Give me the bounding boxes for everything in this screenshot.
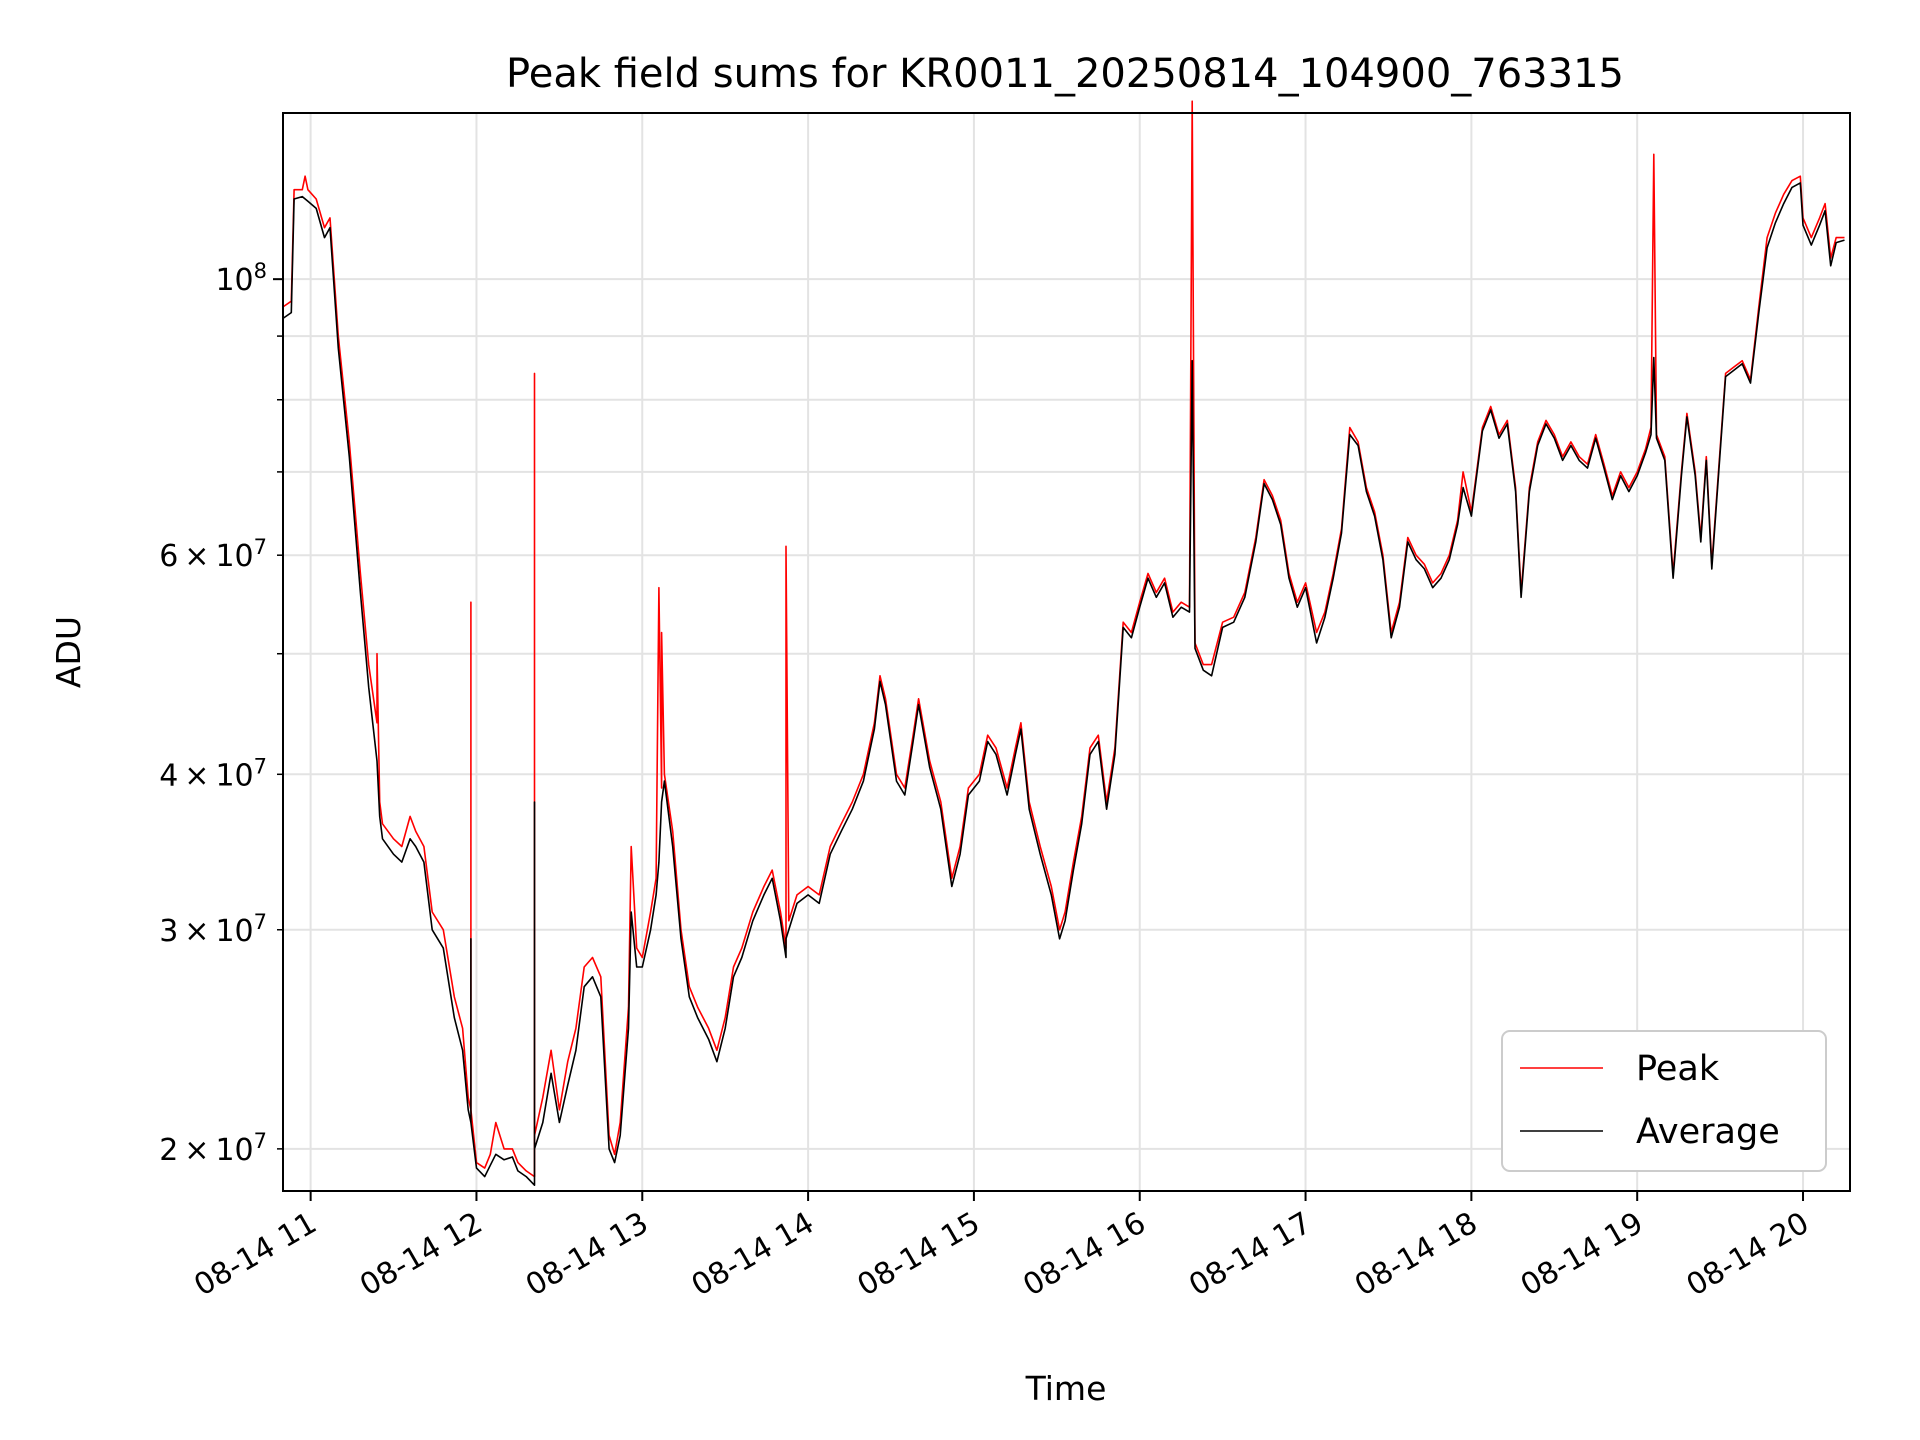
series-lines	[282, 100, 1845, 1186]
y-tick-label: 6 × 107	[159, 535, 267, 574]
y-tick-label: 2 × 107	[159, 1129, 267, 1168]
x-axis-title: Time	[1025, 1369, 1107, 1408]
y-tick-label: 108	[215, 259, 267, 298]
chart-title: Peak field sums for KR0011_20250814_1049…	[506, 51, 1624, 97]
legend-label-peak: Peak	[1636, 1049, 1720, 1089]
grid	[283, 113, 1850, 1191]
legend: Peak Average	[1501, 1030, 1827, 1172]
y-tick-label: 3 × 107	[159, 910, 267, 949]
plot-frame	[282, 112, 1851, 1192]
series-line-average	[282, 182, 1845, 1186]
y-axis-title: ADU	[49, 616, 88, 688]
legend-label-average: Average	[1636, 1112, 1780, 1152]
legend-box	[1501, 1030, 1827, 1172]
plot-area	[283, 113, 1850, 1191]
y-tick-label: 4 × 107	[159, 754, 267, 793]
